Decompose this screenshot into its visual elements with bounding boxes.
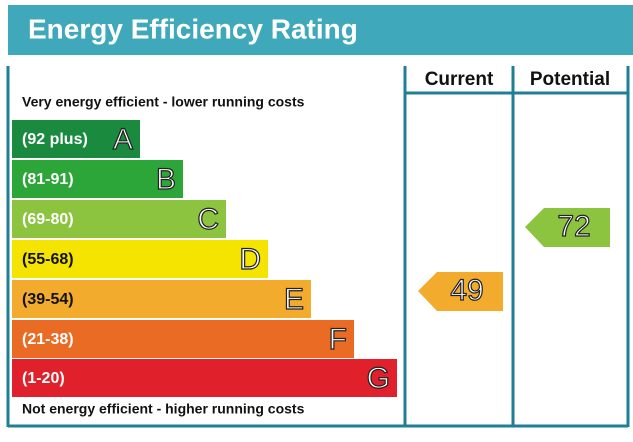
band-letter: F [329,323,347,356]
potential-value: 72 [557,210,590,243]
band: (92 plus) A [12,120,140,158]
title-bar [8,5,633,55]
band: (81-91) B [12,160,183,198]
band: (39-54) E [12,280,311,318]
band-letter: E [284,283,304,316]
band-letter: G [367,362,390,395]
band-range: (81-91) [22,171,74,188]
band-letter: C [197,203,219,236]
column-header: Potential [530,69,610,90]
band-range: (69-80) [22,211,74,228]
band-range: (39-54) [22,291,74,308]
potential-rating: 72 [525,208,610,247]
bottom-note: Not energy efficient - higher running co… [22,401,305,417]
band: (55-68) D [12,240,268,278]
band-range: (92 plus) [22,131,88,148]
title: Energy Efficiency Rating [28,13,358,44]
current-rating: 49 [418,272,503,311]
band-letter: D [239,243,261,276]
band-letter: B [156,163,176,196]
band-range: (1-20) [22,370,65,387]
frame [6,66,630,428]
band-range: (21-38) [22,331,74,348]
band-letter: A [113,123,133,156]
column-header: Current [425,69,494,90]
top-note: Very energy efficient - lower running co… [22,94,305,110]
band: (21-38) F [12,320,354,358]
band: (1-20) G [12,359,397,397]
band-range: (55-68) [22,251,74,268]
band: (69-80) C [12,200,226,238]
current-value: 49 [450,274,483,307]
